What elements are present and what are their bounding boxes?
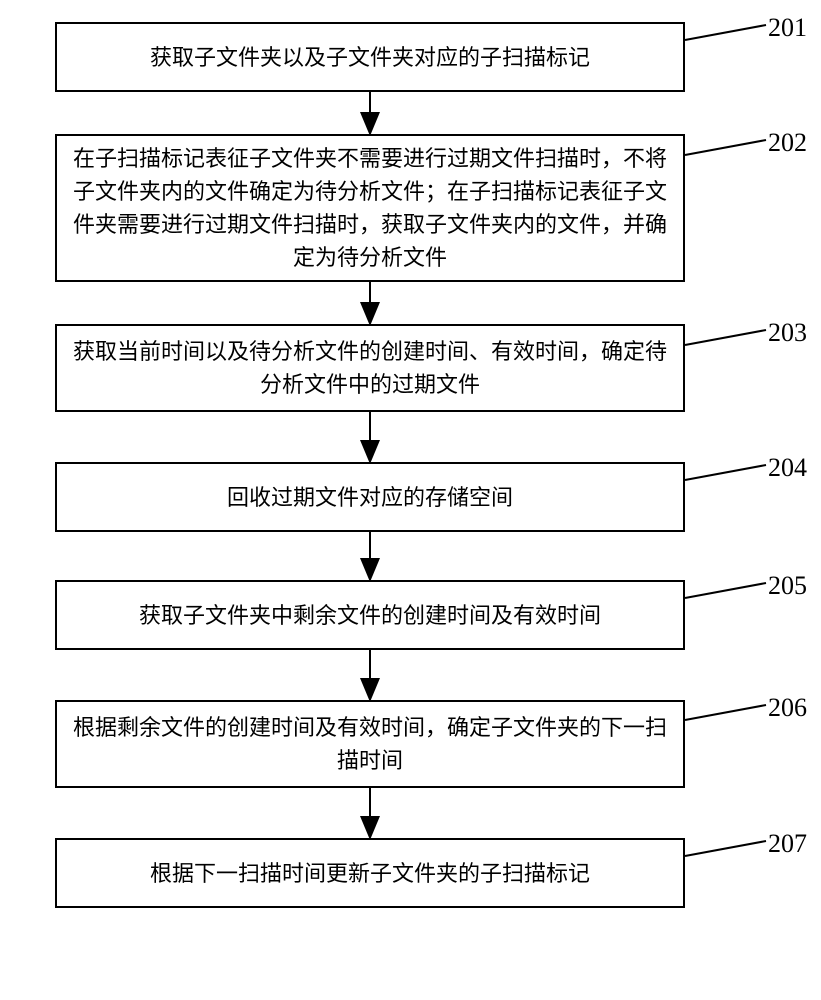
leader-line (685, 841, 766, 856)
flow-step-text: 回收过期文件对应的存储空间 (227, 481, 513, 514)
flow-step-label-202: 202 (768, 128, 807, 158)
flow-step-label-206: 206 (768, 693, 807, 723)
flow-step-label-201: 201 (768, 13, 807, 43)
flow-step-text: 获取子文件夹以及子文件夹对应的子扫描标记 (150, 41, 590, 74)
flow-step-label-207: 207 (768, 829, 807, 859)
flow-step-text: 获取子文件夹中剩余文件的创建时间及有效时间 (139, 599, 601, 632)
flow-step-n1: 获取子文件夹以及子文件夹对应的子扫描标记 (55, 22, 685, 92)
leader-line (685, 583, 766, 598)
flow-step-n4: 回收过期文件对应的存储空间 (55, 462, 685, 532)
flowchart-canvas: 获取子文件夹以及子文件夹对应的子扫描标记 201 在子扫描标记表征子文件夹不需要进行… (0, 0, 821, 1000)
flow-step-label-205: 205 (768, 571, 807, 601)
leader-line (685, 330, 766, 345)
flow-step-n3: 获取当前时间以及待分析文件的创建时间、有效时间，确定待分析文件中的过期文件 (55, 324, 685, 412)
flow-step-label-204: 204 (768, 453, 807, 483)
flow-step-label-203: 203 (768, 318, 807, 348)
leader-line (685, 140, 766, 155)
flow-step-n6: 根据剩余文件的创建时间及有效时间，确定子文件夹的下一扫描时间 (55, 700, 685, 788)
flow-step-n5: 获取子文件夹中剩余文件的创建时间及有效时间 (55, 580, 685, 650)
flow-step-text: 根据剩余文件的创建时间及有效时间，确定子文件夹的下一扫描时间 (71, 711, 669, 777)
flow-step-text: 获取当前时间以及待分析文件的创建时间、有效时间，确定待分析文件中的过期文件 (71, 335, 669, 401)
flow-step-n2: 在子扫描标记表征子文件夹不需要进行过期文件扫描时，不将子文件夹内的文件确定为待分… (55, 134, 685, 282)
flow-step-text: 根据下一扫描时间更新子文件夹的子扫描标记 (150, 857, 590, 890)
flow-step-text: 在子扫描标记表征子文件夹不需要进行过期文件扫描时，不将子文件夹内的文件确定为待分… (71, 142, 669, 274)
leader-line (685, 465, 766, 480)
flow-step-n7: 根据下一扫描时间更新子文件夹的子扫描标记 (55, 838, 685, 908)
leader-line (685, 705, 766, 720)
leader-line (685, 25, 766, 40)
